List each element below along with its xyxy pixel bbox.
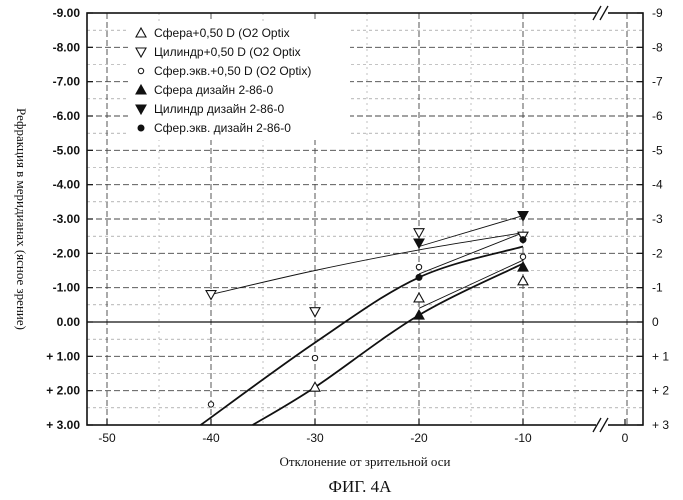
- y-tick-label-right: + 1: [652, 349, 669, 363]
- data-point: [312, 355, 317, 360]
- data-point: [414, 229, 424, 238]
- data-point: [520, 237, 526, 243]
- x-tick-label: -40: [202, 431, 220, 445]
- x-tick-label: -50: [98, 431, 116, 445]
- data-point: [206, 291, 216, 300]
- y-tick-label-right: -3: [652, 212, 663, 226]
- data-point: [208, 402, 213, 407]
- y-tick-label-left: -6.00: [53, 109, 81, 123]
- data-point: [520, 254, 525, 259]
- x-tick-label: -30: [306, 431, 324, 445]
- y-tick-label-left: -2.00: [53, 246, 81, 260]
- y-tick-label-left: -5.00: [53, 143, 81, 157]
- y-tick-label-right: -8: [652, 40, 663, 54]
- data-point: [416, 274, 422, 280]
- legend-label: Сфера дизайн 2-86-0: [154, 83, 273, 97]
- x-axis-title: Отклонение от зрительной оси: [280, 454, 451, 469]
- y-tick-label-right: + 2: [652, 384, 669, 398]
- x-tick-label: 0: [622, 431, 629, 445]
- y-tick-label-right: -4: [652, 178, 663, 192]
- x-tick-label: -10: [514, 431, 532, 445]
- legend-label: Сфер.экв. дизайн 2-86-0: [154, 121, 291, 135]
- y-tick-label-right: 0: [652, 315, 659, 329]
- y-tick-label-left: -7.00: [53, 75, 81, 89]
- y-tick-label-left: 0.00: [57, 315, 81, 329]
- legend-label: Цилиндр+0,50 D (O2 Optix: [154, 45, 301, 59]
- legend-label: Сфера+0,50 D (O2 Optix: [154, 26, 290, 40]
- data-point: [310, 382, 320, 391]
- y-tick-label-left: -4.00: [53, 178, 81, 192]
- y-tick-label-right: -6: [652, 109, 663, 123]
- y-tick-label-right: -2: [652, 246, 663, 260]
- y-tick-label-right: + 3: [652, 418, 669, 432]
- data-markers: [206, 212, 528, 408]
- y-tick-label-right: -9: [652, 6, 663, 20]
- trend-lines: [201, 216, 523, 425]
- data-point: [138, 68, 143, 73]
- legend-label: Сфер.экв.+0,50 D (O2 Optix): [154, 64, 311, 78]
- y-tick-label-right: -7: [652, 75, 663, 89]
- data-point: [416, 264, 421, 269]
- y-tick-label-left: -3.00: [53, 212, 81, 226]
- legend: Сфера+0,50 D (O2 Optix Цилиндр+0,50 D (O2…: [128, 22, 350, 140]
- data-point: [414, 310, 424, 319]
- y-tick-label-left: + 3.00: [46, 418, 80, 432]
- data-point: [414, 239, 424, 248]
- y-tick-label-left: -1.00: [53, 281, 81, 295]
- y-axis-title: Рефракция в меридианах (ясное зрение): [14, 108, 29, 330]
- x-tick-label: -20: [410, 431, 428, 445]
- y-tick-label-left: + 1.00: [46, 349, 80, 363]
- y-tick-label-right: -1: [652, 281, 663, 295]
- y-tick-label-right: -5: [652, 143, 663, 157]
- data-point: [138, 125, 144, 131]
- data-point: [518, 276, 528, 285]
- y-tick-label-left: + 2.00: [46, 384, 80, 398]
- data-point: [518, 262, 528, 271]
- y-tick-label-left: -9.00: [53, 6, 81, 20]
- y-tick-label-left: -8.00: [53, 40, 81, 54]
- trend-line: [201, 247, 523, 426]
- data-point: [310, 308, 320, 317]
- figure-caption: ФИГ. 4А: [329, 477, 393, 496]
- data-point: [414, 293, 424, 302]
- legend-label: Цилиндр дизайн 2-86-0: [154, 102, 284, 116]
